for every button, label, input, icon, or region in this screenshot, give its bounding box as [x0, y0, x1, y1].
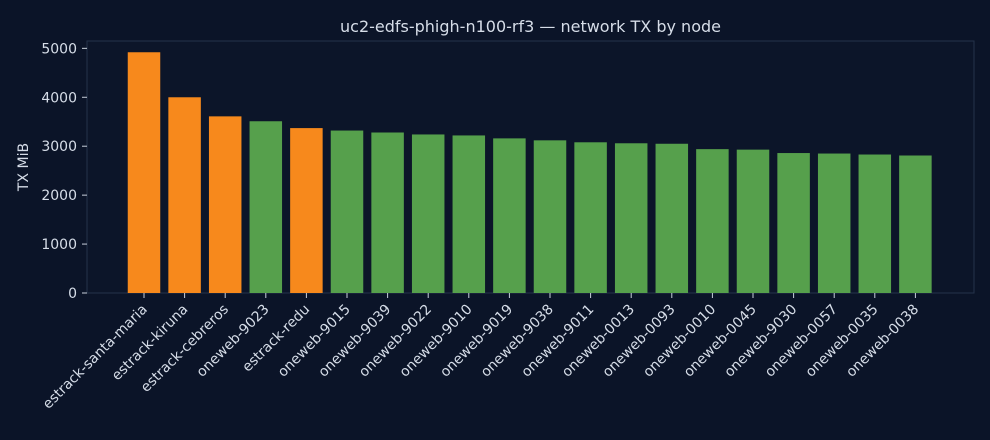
- bar-oneweb-0093: [655, 143, 689, 293]
- bar-oneweb-9010: [452, 135, 486, 293]
- bar-oneweb-9030: [777, 153, 810, 293]
- y-tick-label: 0: [68, 286, 77, 302]
- bar-oneweb-0013: [614, 143, 648, 293]
- x-tick-label: oneweb-0093: [600, 302, 679, 381]
- bar-oneweb-0035: [858, 154, 892, 293]
- x-tick-label: oneweb-9030: [721, 302, 800, 381]
- x-tick-label: oneweb-0038: [843, 302, 922, 381]
- bar-estrack-cebreros: [208, 116, 242, 293]
- bars-group: [127, 52, 932, 294]
- x-axis: estrack-santa-mariaestrack-kirunaestrack…: [40, 293, 922, 412]
- x-tick-label: oneweb-0010: [640, 302, 719, 381]
- x-tick-label: oneweb-9015: [275, 302, 354, 381]
- y-tick-label: 1000: [41, 237, 77, 253]
- x-tick-label: oneweb-9019: [437, 302, 516, 381]
- bar-estrack-redu: [290, 128, 323, 293]
- plot-frame: [86, 40, 975, 294]
- bar-oneweb-9022: [411, 134, 445, 293]
- x-tick-label: oneweb-0057: [762, 302, 841, 381]
- chart-title: uc2-edfs-phigh-n100-rf3 — network TX by …: [340, 17, 721, 36]
- bar-oneweb-0057: [817, 153, 851, 293]
- x-tick-label: oneweb-0045: [681, 302, 760, 381]
- y-tick-label: 2000: [41, 188, 77, 204]
- x-tick-label: oneweb-9023: [194, 302, 273, 381]
- y-tick-label: 3000: [41, 139, 77, 155]
- x-tick-label: oneweb-9022: [356, 302, 435, 381]
- y-tick-label: 5000: [41, 41, 77, 57]
- x-tick-label: oneweb-9010: [397, 302, 476, 381]
- bar-oneweb-9019: [493, 138, 526, 293]
- x-tick-label: oneweb-9038: [478, 302, 557, 381]
- x-tick-label: oneweb-9011: [518, 302, 597, 381]
- bar-oneweb-9039: [371, 132, 404, 293]
- y-tick-label: 4000: [41, 90, 77, 106]
- bar-oneweb-9038: [533, 140, 567, 293]
- bar-estrack-santa-maria: [127, 52, 161, 293]
- bar-oneweb-9011: [574, 142, 607, 293]
- x-tick-label: oneweb-0013: [559, 302, 638, 381]
- y-axis: 0 1000 2000 3000 4000 5000: [41, 41, 87, 302]
- bar-oneweb-9023: [249, 121, 283, 293]
- bar-oneweb-0045: [736, 149, 770, 293]
- bar-oneweb-0010: [696, 149, 729, 293]
- bar-estrack-kiruna: [168, 97, 201, 294]
- bar-oneweb-9015: [330, 130, 364, 293]
- x-tick-label: oneweb-9039: [315, 302, 394, 381]
- y-axis-label: TX MiB: [16, 143, 32, 192]
- bar-oneweb-0038: [899, 155, 932, 293]
- x-tick-label: oneweb-0035: [803, 302, 882, 381]
